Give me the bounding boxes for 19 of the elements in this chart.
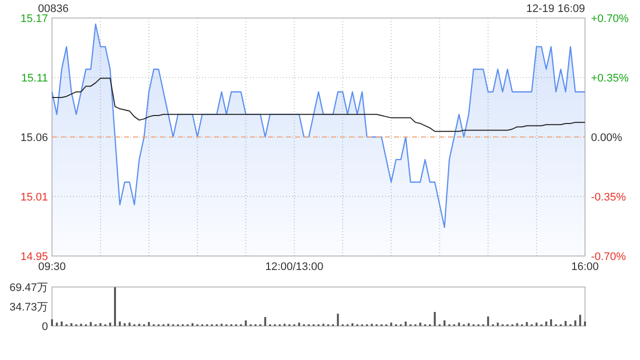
x-tick-label: 16:00 bbox=[571, 261, 599, 273]
y2-tick-label: -0.35% bbox=[591, 191, 626, 204]
x-tick-label: 09:30 bbox=[38, 261, 66, 273]
y2-tick-label: -0.70% bbox=[591, 250, 626, 263]
y-tick-label: 15.17 bbox=[20, 12, 48, 25]
y-tick-label: 69.47万 bbox=[9, 282, 48, 294]
y2-tick-label: 0.00% bbox=[591, 132, 622, 144]
x-tick-label: 12:00/13:00 bbox=[265, 261, 324, 273]
y-tick-label: 0 bbox=[42, 320, 48, 333]
chart-title: 00836 bbox=[38, 3, 69, 15]
text: 12-19 16:09 bbox=[526, 3, 585, 15]
y-tick-label: 15.01 bbox=[20, 191, 48, 204]
y-tick-label: 15.06 bbox=[20, 132, 48, 144]
line-series bbox=[52, 78, 586, 132]
y-tick-label: 14.95 bbox=[20, 250, 48, 263]
y-tick-label: 15.11 bbox=[21, 72, 48, 84]
y2-tick-label: +0.35% bbox=[591, 72, 629, 84]
y2-tick-label: +0.70% bbox=[591, 12, 629, 25]
y-tick-label: 34.73万 bbox=[9, 301, 48, 314]
